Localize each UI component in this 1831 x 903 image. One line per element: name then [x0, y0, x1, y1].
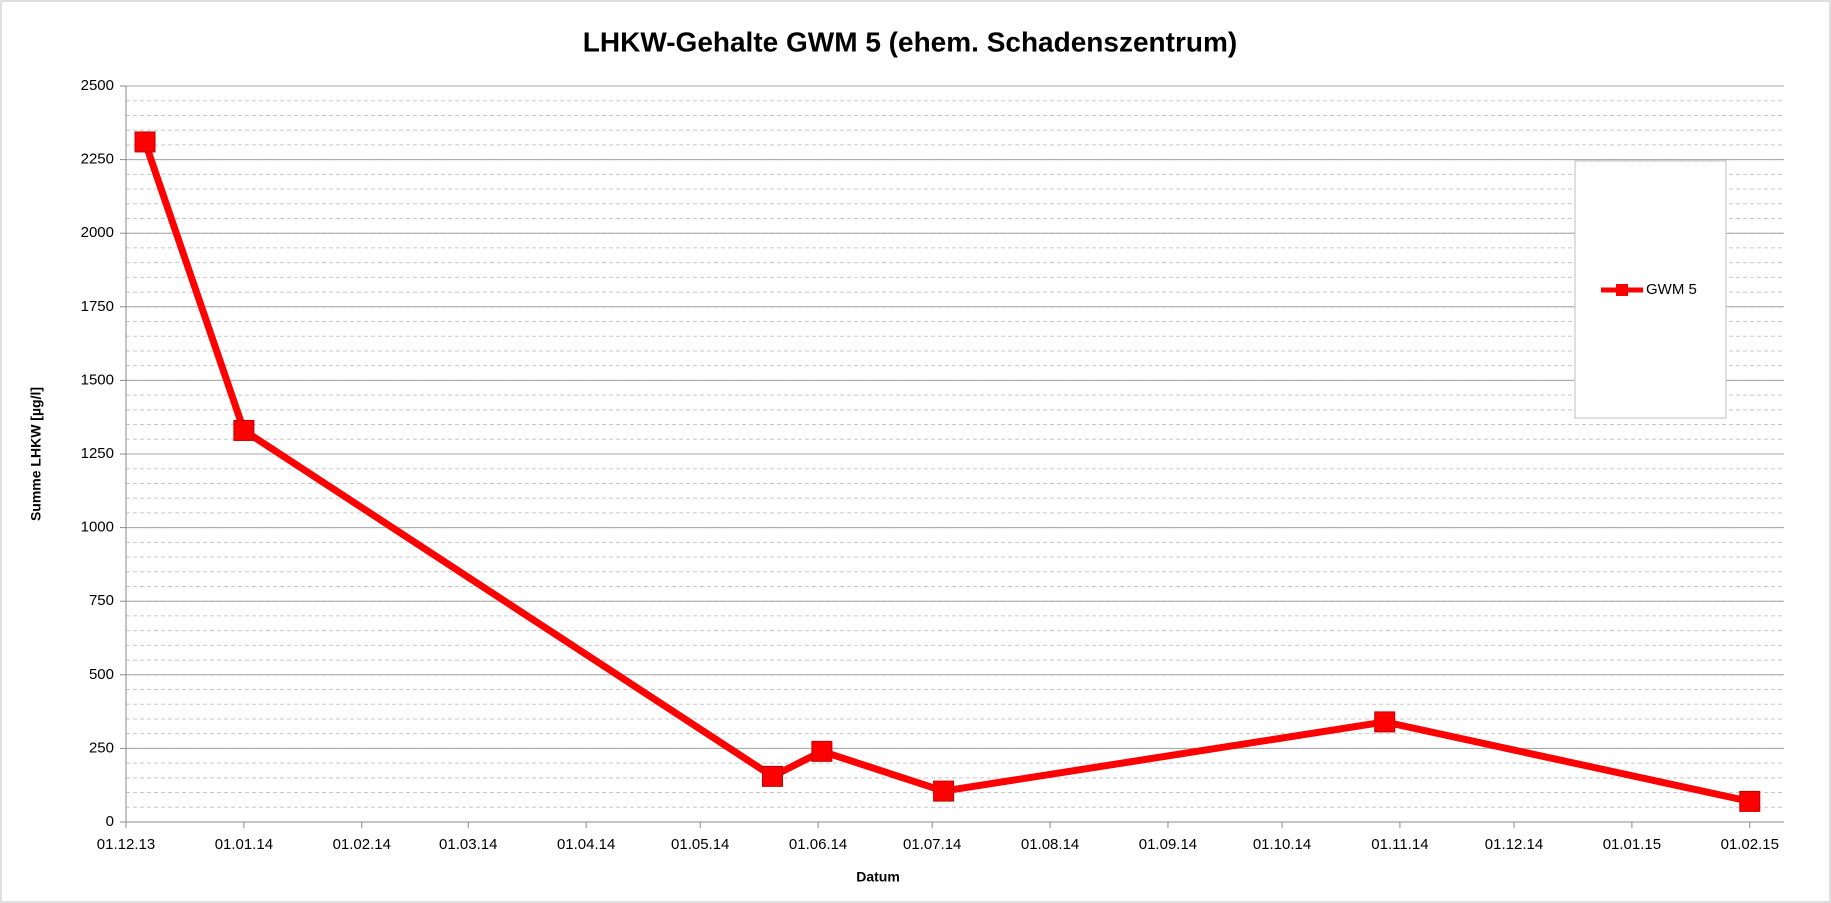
- chart-title: LHKW-Gehalte GWM 5 (ehem. Schadenszentru…: [583, 26, 1237, 57]
- data-point: [1374, 711, 1396, 733]
- x-tick-label: 01.12.14: [1485, 836, 1543, 853]
- data-point: [233, 419, 255, 441]
- y-tick-label: 1000: [81, 519, 114, 536]
- legend-box: [1574, 160, 1727, 419]
- legend-marker: [1616, 284, 1628, 296]
- y-axis-title: Summe LHKW [µg/l]: [28, 387, 44, 521]
- data-point: [761, 765, 783, 787]
- y-tick-label: 1500: [81, 371, 114, 388]
- y-tick-label: 1750: [81, 298, 114, 315]
- data-point: [933, 780, 955, 802]
- x-tick-label: 01.02.14: [333, 836, 391, 853]
- x-tick-label: 01.11.14: [1371, 836, 1428, 853]
- y-tick-label: 250: [89, 739, 114, 756]
- x-tick-label: 01.01.15: [1603, 836, 1661, 853]
- y-tick-label: 2500: [81, 77, 114, 94]
- data-point: [811, 740, 833, 762]
- x-tick-label: 01.08.14: [1021, 836, 1079, 853]
- x-tick-label: 01.12.13: [97, 836, 155, 853]
- y-tick-label: 750: [89, 592, 114, 609]
- y-tick-label: 0: [106, 813, 114, 830]
- x-tick-label: 01.01.14: [215, 836, 273, 853]
- x-tick-label: 01.04.14: [557, 836, 615, 853]
- x-tick-label: 01.10.14: [1253, 836, 1311, 853]
- y-tick-label: 500: [89, 666, 114, 683]
- x-tick-label: 01.05.14: [671, 836, 729, 853]
- data-point: [134, 131, 156, 153]
- x-tick-label: 01.02.15: [1721, 836, 1779, 853]
- y-tick-label: 1250: [81, 445, 114, 462]
- y-tick-label: 2000: [81, 224, 114, 241]
- x-tick-label: 01.06.14: [789, 836, 847, 853]
- data-point: [1739, 790, 1761, 812]
- y-tick-label: 2250: [81, 151, 114, 168]
- x-tick-label: 01.07.14: [903, 836, 961, 853]
- legend-label: GWM 5: [1646, 281, 1697, 298]
- x-tick-label: 01.03.14: [439, 836, 497, 853]
- x-axis-title: Datum: [856, 869, 900, 885]
- x-tick-label: 01.09.14: [1139, 836, 1197, 853]
